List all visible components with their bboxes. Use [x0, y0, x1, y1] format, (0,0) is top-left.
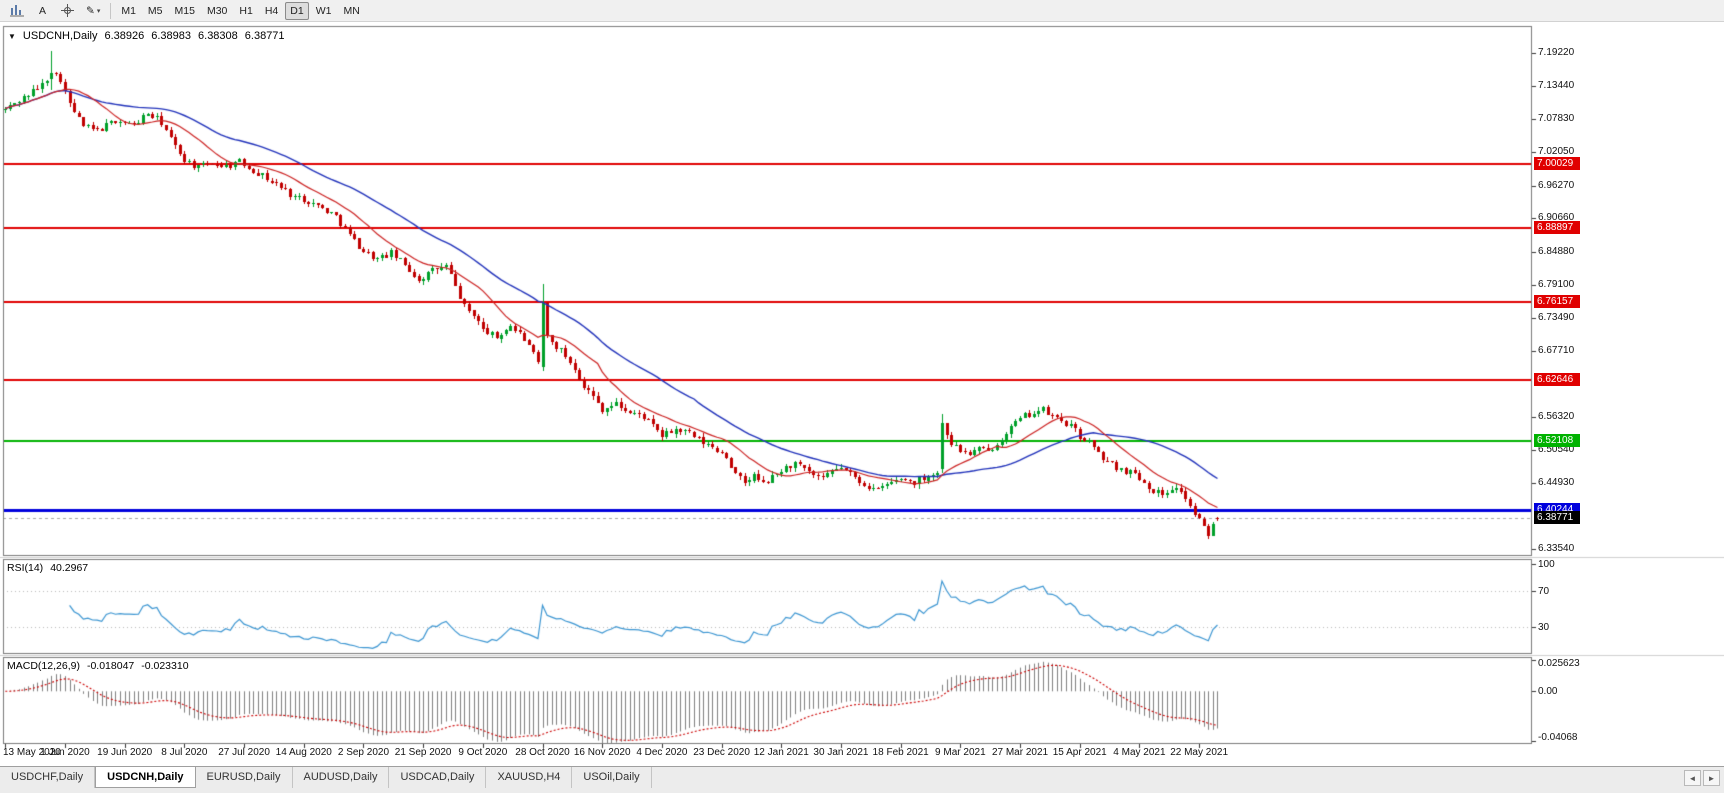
timeframe-m30[interactable]: M30: [206, 4, 228, 17]
timeframe-m1[interactable]: M1: [121, 4, 136, 17]
date-axis-label: 8 Jul 2020: [161, 747, 208, 758]
ohlc-close: 6.38771: [244, 30, 285, 42]
tab-xauusd-h4[interactable]: XAUUSD,H4: [486, 767, 573, 788]
date-axis-label: 27 Jul 2020: [218, 747, 270, 758]
date-axis-label: 19 Jun 2020: [97, 747, 153, 758]
macd-value: -0.018047: [86, 660, 135, 672]
timeframe-m15[interactable]: M15: [174, 4, 195, 17]
date-axis-label: 14 Aug 2020: [275, 747, 332, 758]
date-axis-label: 4 Dec 2020: [636, 747, 688, 758]
date-axis-label: 9 Mar 2021: [935, 747, 986, 758]
macd-indicator-label: MACD(12,26,9) -0.018047 -0.023310: [7, 660, 189, 672]
price-axis-label: 6.67710: [1538, 344, 1575, 356]
rsi-axis-label: 30: [1538, 622, 1550, 633]
tabs-scroll-right-button[interactable]: ►: [1703, 770, 1720, 786]
symbol-tabs: USDCHF,Daily USDCNH,Daily EURUSD,Daily AUDU…: [0, 767, 652, 788]
date-axis-label: 12 Jan 2021: [753, 747, 809, 758]
cursor-icon[interactable]: A: [31, 2, 54, 20]
rsi-name: RSI(14): [7, 562, 44, 574]
price-axis-label: 6.50540: [1538, 444, 1575, 456]
cursor-icon-glyph: A: [38, 4, 46, 17]
price-level-badge: 6.62646: [1534, 373, 1580, 387]
date-axis-label: 28 Oct 2020: [515, 747, 570, 758]
macd-axis-label: -0.04068: [1538, 732, 1578, 743]
toolbar-separator: [110, 2, 112, 19]
draw-tools-icon-glyph: ✎: [86, 4, 95, 17]
toolbar: A ✎ ▾ M1 M5 M15 M30 H1 H4 D1 W1 MN: [0, 0, 1724, 22]
date-axis-label: 21 Sep 2020: [394, 747, 452, 758]
ohlc-open: 6.38926: [104, 30, 145, 42]
timeframe-button-group: M1 M5 M15 M30 H1 H4 D1 W1 MN: [116, 1, 364, 20]
price-axis-label: 7.02050: [1538, 146, 1575, 158]
date-axis-label: 16 Nov 2020: [573, 747, 631, 758]
price-axis-label: 7.07830: [1538, 112, 1575, 124]
price-axis-label: 6.33540: [1538, 542, 1575, 554]
price-axis-label: 6.73490: [1538, 311, 1575, 323]
timeframe-h4[interactable]: H4: [264, 4, 279, 17]
rsi-axis-label: 100: [1538, 559, 1555, 570]
date-axis-label: 13 May 2020: [3, 747, 61, 758]
price-axis-label: 6.96270: [1538, 179, 1575, 191]
toolbar-icon-group: A ✎ ▾: [5, 2, 105, 20]
timeframe-m5[interactable]: M5: [147, 4, 163, 17]
price-axis-label: 6.44930: [1538, 476, 1575, 488]
chart-symbol-period: USDCNH,Daily: [22, 30, 98, 42]
price-level-badge: 6.76157: [1534, 295, 1580, 309]
rsi-axis-label: 70: [1538, 586, 1550, 597]
price-axis-label: 7.13440: [1538, 80, 1575, 92]
rsi-indicator-label: RSI(14) 40.2967: [7, 562, 88, 574]
chart-type-icon[interactable]: [5, 2, 29, 20]
tab-eurusd-daily[interactable]: EURUSD,Daily: [196, 767, 293, 788]
price-axis-label: 6.84880: [1538, 245, 1575, 257]
tab-usoil-daily[interactable]: USOil,Daily: [572, 767, 652, 788]
ohlc-low: 6.38308: [198, 30, 238, 42]
ohlc-high: 6.38983: [151, 30, 192, 42]
tab-scroll-controls: ◄ ►: [1684, 770, 1720, 786]
macd-name: MACD(12,26,9): [7, 660, 80, 672]
macd-signal-value: -0.023310: [141, 660, 189, 672]
price-level-badge: 6.52108: [1534, 434, 1580, 448]
timeframe-w1[interactable]: W1: [315, 4, 332, 17]
date-axis-label: 27 Mar 2021: [991, 747, 1049, 758]
draw-tools-icon[interactable]: ✎ ▾: [81, 2, 105, 20]
date-axis-label: 22 May 2021: [1170, 747, 1229, 758]
date-axis-label: 1 Jun 2020: [40, 747, 90, 758]
chart-title-bar: ▼ USDCNH,Daily 6.38926 6.38983 6.38308 6…: [8, 30, 285, 42]
macd-axis-label: 0.025623: [1538, 658, 1580, 669]
tabs-scroll-left-button[interactable]: ◄: [1684, 770, 1701, 786]
tab-usdcnh-daily[interactable]: USDCNH,Daily: [95, 767, 196, 788]
date-axis-label: 15 Apr 2021: [1052, 747, 1107, 758]
symbol-tab-bar: USDCHF,Daily USDCNH,Daily EURUSD,Daily AUDU…: [0, 766, 1724, 793]
macd-axis-label: 0.00: [1538, 686, 1558, 698]
timeframe-h1[interactable]: H1: [239, 4, 253, 17]
tab-usdcad-daily[interactable]: USDCAD,Daily: [389, 767, 487, 788]
rsi-value: 40.2967: [50, 562, 89, 574]
date-axis-label: 2 Sep 2020: [337, 747, 390, 758]
price-axis-label: 6.90660: [1538, 212, 1575, 224]
date-axis-label: 18 Feb 2021: [872, 747, 929, 758]
bid-price-badge: 6.38771: [1534, 511, 1580, 525]
crosshair-icon[interactable]: [56, 2, 79, 20]
tab-audusd-daily[interactable]: AUDUSD,Daily: [293, 767, 390, 788]
price-level-badge: 7.00029: [1534, 156, 1580, 170]
price-axis-label: 6.79100: [1538, 279, 1575, 291]
date-axis-label: 4 May 2021: [1113, 747, 1166, 758]
tab-usdchf-daily[interactable]: USDCHF,Daily: [0, 767, 96, 788]
chart-expander-icon[interactable]: ▼: [8, 31, 16, 41]
price-axis-label: 7.19220: [1538, 46, 1575, 58]
price-level-badge: 6.88897: [1534, 221, 1580, 235]
date-axis-label: 23 Dec 2020: [693, 747, 750, 758]
price-axis-label: 6.56320: [1538, 410, 1575, 422]
timeframe-mn[interactable]: MN: [343, 4, 360, 17]
dropdown-caret-icon: ▾: [96, 7, 101, 15]
date-axis-label: 30 Jan 2021: [813, 747, 869, 758]
timeframe-d1[interactable]: D1: [285, 1, 309, 20]
date-axis-label: 9 Oct 2020: [458, 747, 508, 758]
